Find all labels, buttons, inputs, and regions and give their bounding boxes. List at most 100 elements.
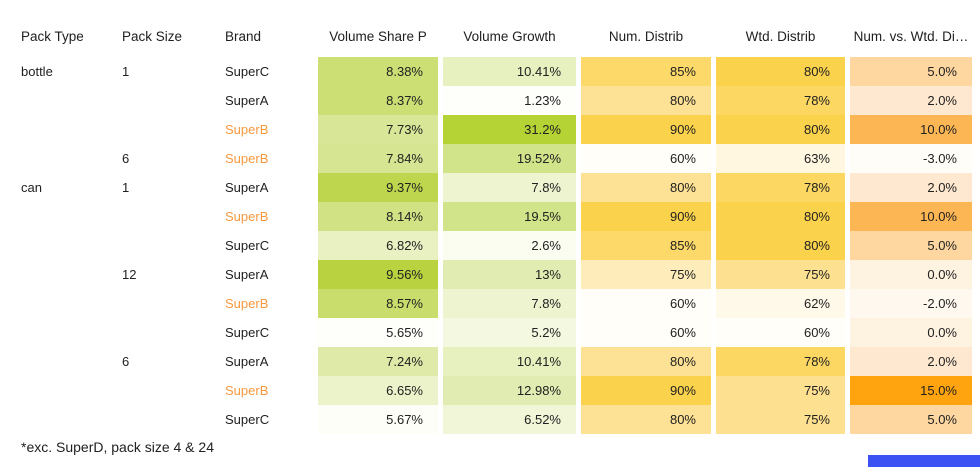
col-header-num-vs-wtd: Num. vs. Wtd. Di… [845,29,972,44]
col-header-volume-growth: Volume Growth [438,29,576,44]
table-header-row: Pack Type Pack Size Brand Volume Share P… [21,0,980,57]
cell-brand: SuperC [225,412,270,427]
cell-pack-type [21,115,122,144]
cell-wtd-distrib: 75% [711,405,845,434]
cell-num-distrib: 80% [576,86,711,115]
table-row: SuperC 5.65% 5.2% 60% 60% 0.0% [21,318,980,347]
cell-pack-type [21,260,122,289]
cell-brand: SuperB [225,209,269,224]
cell-brand: SuperA [225,180,269,195]
cell-brand: SuperA [225,93,269,108]
cell-volume-growth: 7.8% [438,173,576,202]
cell-num-vs-wtd: -2.0% [845,289,972,318]
cell-pack-type [21,202,122,231]
cell-wtd-distrib: 63% [711,144,845,173]
cell-num-distrib: 80% [576,347,711,376]
cell-pack-size: 1 [122,64,130,79]
cell-brand: SuperA [225,267,269,282]
cell-brand: SuperB [225,151,269,166]
cell-volume-share: 9.37% [318,173,438,202]
cell-num-vs-wtd: 2.0% [845,347,972,376]
cell-num-distrib: 85% [576,57,711,86]
cell-volume-growth: 1.23% [438,86,576,115]
cell-wtd-distrib: 75% [711,260,845,289]
cell-num-distrib: 90% [576,376,711,405]
cell-volume-share: 7.84% [318,144,438,173]
cell-pack-type [21,347,122,376]
cell-volume-share: 5.65% [318,318,438,347]
cell-num-distrib: 60% [576,318,711,347]
cell-volume-share: 5.67% [318,405,438,434]
table-row: 6 SuperB 7.84% 19.52% 60% 63% -3.0% [21,144,980,173]
cell-num-vs-wtd: 15.0% [845,376,972,405]
cell-num-distrib: 90% [576,202,711,231]
cell-pack-type [21,405,122,434]
cell-pack-size [122,405,225,434]
cell-num-distrib: 80% [576,173,711,202]
cell-num-vs-wtd: 5.0% [845,231,972,260]
cell-volume-share: 6.65% [318,376,438,405]
cell-pack-size: 12 [122,267,137,282]
col-header-volume-share: Volume Share P [329,29,427,44]
table-row: SuperB 6.65% 12.98% 90% 75% 15.0% [21,376,980,405]
cell-volume-growth: 5.2% [438,318,576,347]
cell-wtd-distrib: 80% [711,202,845,231]
cell-num-vs-wtd: 10.0% [845,202,972,231]
cell-pack-type: bottle [21,64,53,79]
cell-pack-type: can [21,180,42,195]
cell-pack-size [122,86,225,115]
cell-volume-growth: 12.98% [438,376,576,405]
cell-num-vs-wtd: 10.0% [845,115,972,144]
cell-pack-size: 1 [122,180,130,195]
cell-pack-type [21,86,122,115]
cell-wtd-distrib: 75% [711,376,845,405]
cell-brand: SuperB [225,122,269,137]
table-row: SuperB 8.57% 7.8% 60% 62% -2.0% [21,289,980,318]
cell-pack-size [122,115,225,144]
cell-volume-share: 8.38% [318,57,438,86]
cell-volume-growth: 19.5% [438,202,576,231]
cell-pack-size [122,318,225,347]
col-header-wtd-distrib: Wtd. Distrib [711,29,845,44]
cell-num-distrib: 60% [576,144,711,173]
cell-pack-size [122,376,225,405]
cell-volume-share: 7.73% [318,115,438,144]
table-row: SuperB 8.14% 19.5% 90% 80% 10.0% [21,202,980,231]
cell-pack-size [122,289,225,318]
cell-num-distrib: 85% [576,231,711,260]
cell-brand: SuperC [225,238,270,253]
table-row: 12 SuperA 9.56% 13% 75% 75% 0.0% [21,260,980,289]
cell-wtd-distrib: 80% [711,231,845,260]
cell-num-vs-wtd: 0.0% [845,318,972,347]
cell-volume-share: 6.82% [318,231,438,260]
cell-volume-growth: 10.41% [438,347,576,376]
cell-volume-growth: 31.2% [438,115,576,144]
cell-pack-type [21,144,122,173]
table-row: SuperC 5.67% 6.52% 80% 75% 5.0% [21,405,980,434]
cell-brand: SuperA [225,354,269,369]
cell-num-vs-wtd: 2.0% [845,173,972,202]
cell-volume-share: 8.14% [318,202,438,231]
cell-pack-size [122,231,225,260]
cell-brand: SuperC [225,325,270,340]
cell-wtd-distrib: 80% [711,115,845,144]
table-body: bottle 1 SuperC 8.38% 10.41% 85% 80% 5.0% SuperA… [21,57,980,434]
cell-volume-growth: 19.52% [438,144,576,173]
bottom-accent-bar [868,455,980,467]
cell-num-distrib: 80% [576,405,711,434]
cell-brand: SuperB [225,296,269,311]
cell-volume-growth: 2.6% [438,231,576,260]
table-row: 6 SuperA 7.24% 10.41% 80% 78% 2.0% [21,347,980,376]
cell-pack-size: 6 [122,151,130,166]
table-row: SuperB 7.73% 31.2% 90% 80% 10.0% [21,115,980,144]
table-row: SuperA 8.37% 1.23% 80% 78% 2.0% [21,86,980,115]
cell-wtd-distrib: 78% [711,86,845,115]
cell-volume-growth: 6.52% [438,405,576,434]
cell-wtd-distrib: 78% [711,347,845,376]
col-header-brand: Brand [225,29,262,44]
cell-volume-growth: 13% [438,260,576,289]
cell-pack-size: 6 [122,354,130,369]
cell-wtd-distrib: 62% [711,289,845,318]
cell-num-distrib: 75% [576,260,711,289]
cell-pack-type [21,376,122,405]
